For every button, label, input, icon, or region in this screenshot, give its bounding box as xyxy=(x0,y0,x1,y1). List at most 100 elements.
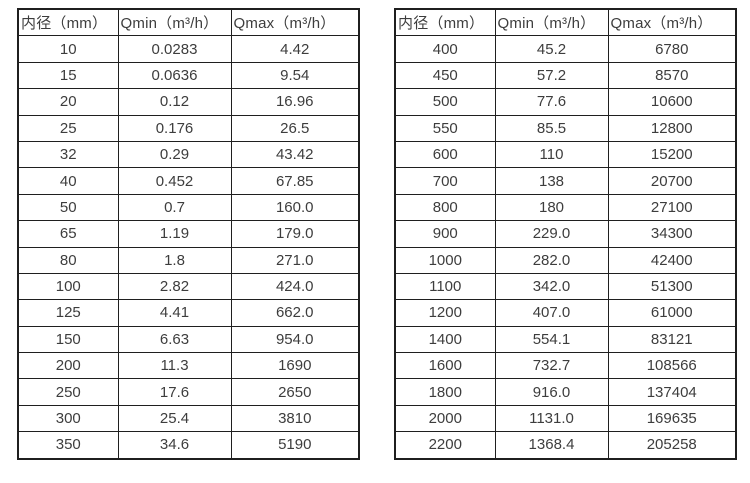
diameter-cell: 40 xyxy=(17,167,119,195)
qmax-cell: 1690 xyxy=(230,352,360,380)
table-row: 25 0.176 26.5 xyxy=(17,114,360,142)
qmin-cell: 1.19 xyxy=(117,220,232,248)
diameter-cell: 50 xyxy=(17,193,119,222)
table-row: 50 0.7 160.0 xyxy=(17,193,360,222)
header-row: 内径（mm） Qmin（m³/h） Qmax（m³/h） xyxy=(394,8,737,37)
qmax-cell: 16.96 xyxy=(230,88,360,116)
diameter-cell: 400 xyxy=(394,35,496,63)
diameter-cell: 500 xyxy=(394,88,496,116)
diameter-cell: 550 xyxy=(394,114,496,142)
table-row: 800 180 27100 xyxy=(394,193,737,222)
qmin-cell: 45.2 xyxy=(494,35,609,63)
qmin-cell: 4.41 xyxy=(117,299,232,327)
diameter-cell: 32 xyxy=(17,140,119,169)
qmin-cell: 138 xyxy=(494,167,609,195)
diameter-cell: 350 xyxy=(17,431,119,460)
table-row: 1800 916.0 137404 xyxy=(394,378,737,406)
qmax-cell: 67.85 xyxy=(230,167,360,195)
qmax-cell: 27100 xyxy=(607,193,737,222)
qmax-cell: 83121 xyxy=(607,325,737,354)
qmax-cell: 12800 xyxy=(607,114,737,142)
qmin-cell: 77.6 xyxy=(494,88,609,116)
table-row: 32 0.29 43.42 xyxy=(17,140,360,169)
qmin-cell: 916.0 xyxy=(494,378,609,406)
qmin-cell: 554.1 xyxy=(494,325,609,354)
table-row: 2000 1131.0 169635 xyxy=(394,404,737,433)
qmax-cell: 51300 xyxy=(607,272,737,301)
diameter-cell: 600 xyxy=(394,140,496,169)
qmin-cell: 25.4 xyxy=(117,404,232,433)
diameter-cell: 2000 xyxy=(394,404,496,433)
qmax-cell: 179.0 xyxy=(230,220,360,248)
qmax-cell: 42400 xyxy=(607,246,737,274)
qmax-cell: 160.0 xyxy=(230,193,360,222)
qmax-cell: 662.0 xyxy=(230,299,360,327)
qmin-cell: 0.0636 xyxy=(117,61,232,90)
qmax-cell: 271.0 xyxy=(230,246,360,274)
diameter-cell: 300 xyxy=(17,404,119,433)
qmin-cell: 110 xyxy=(494,140,609,169)
column-header-qmax: Qmax（m³/h） xyxy=(230,8,360,37)
table-row: 80 1.8 271.0 xyxy=(17,246,360,274)
column-header-qmin: Qmin（m³/h） xyxy=(117,8,232,37)
spec-tables-container: 内径（mm） Qmin（m³/h） Qmax（m³/h） 10 0.0283 4.42 15… xyxy=(17,8,737,460)
table-row: 10 0.0283 4.42 xyxy=(17,35,360,63)
qmax-cell: 954.0 xyxy=(230,325,360,354)
diameter-cell: 20 xyxy=(17,88,119,116)
diameter-cell: 200 xyxy=(17,352,119,380)
table-row: 550 85.5 12800 xyxy=(394,114,737,142)
diameter-cell: 15 xyxy=(17,61,119,90)
table-row: 40 0.452 67.85 xyxy=(17,167,360,195)
qmax-cell: 34300 xyxy=(607,220,737,248)
qmax-cell: 137404 xyxy=(607,378,737,406)
table-row: 150 6.63 954.0 xyxy=(17,325,360,354)
table-row: 900 229.0 34300 xyxy=(394,220,737,248)
table-row: 350 34.6 5190 xyxy=(17,431,360,460)
qmin-cell: 0.176 xyxy=(117,114,232,142)
qmin-cell: 1131.0 xyxy=(494,404,609,433)
qmin-cell: 1368.4 xyxy=(494,431,609,460)
diameter-cell: 25 xyxy=(17,114,119,142)
column-header-qmin: Qmin（m³/h） xyxy=(494,8,609,37)
diameter-cell: 80 xyxy=(17,246,119,274)
qmin-cell: 732.7 xyxy=(494,352,609,380)
column-header-qmax: Qmax（m³/h） xyxy=(607,8,737,37)
diameter-cell: 65 xyxy=(17,220,119,248)
qmax-cell: 20700 xyxy=(607,167,737,195)
qmin-cell: 0.29 xyxy=(117,140,232,169)
flow-spec-table-small-diameters: 内径（mm） Qmin（m³/h） Qmax（m³/h） 10 0.0283 4.42 15… xyxy=(17,8,360,460)
qmin-cell: 34.6 xyxy=(117,431,232,460)
qmax-cell: 26.5 xyxy=(230,114,360,142)
table-row: 1100 342.0 51300 xyxy=(394,272,737,301)
table-row: 1400 554.1 83121 xyxy=(394,325,737,354)
table-row: 100 2.82 424.0 xyxy=(17,272,360,301)
diameter-cell: 1600 xyxy=(394,352,496,380)
qmin-cell: 0.452 xyxy=(117,167,232,195)
qmax-cell: 169635 xyxy=(607,404,737,433)
column-header-diameter: 内径（mm） xyxy=(17,8,119,37)
table-row: 250 17.6 2650 xyxy=(17,378,360,406)
table-row: 125 4.41 662.0 xyxy=(17,299,360,327)
diameter-cell: 1000 xyxy=(394,246,496,274)
qmin-cell: 11.3 xyxy=(117,352,232,380)
qmax-cell: 6780 xyxy=(607,35,737,63)
qmin-cell: 229.0 xyxy=(494,220,609,248)
diameter-cell: 900 xyxy=(394,220,496,248)
qmin-cell: 0.7 xyxy=(117,193,232,222)
qmin-cell: 1.8 xyxy=(117,246,232,274)
diameter-cell: 125 xyxy=(17,299,119,327)
qmin-cell: 0.0283 xyxy=(117,35,232,63)
diameter-cell: 2200 xyxy=(394,431,496,460)
qmax-cell: 8570 xyxy=(607,61,737,90)
diameter-cell: 700 xyxy=(394,167,496,195)
table-row: 450 57.2 8570 xyxy=(394,61,737,90)
diameter-cell: 450 xyxy=(394,61,496,90)
diameter-cell: 1800 xyxy=(394,378,496,406)
qmax-cell: 4.42 xyxy=(230,35,360,63)
table-row: 65 1.19 179.0 xyxy=(17,220,360,248)
table-row: 500 77.6 10600 xyxy=(394,88,737,116)
qmax-cell: 5190 xyxy=(230,431,360,460)
qmax-cell: 424.0 xyxy=(230,272,360,301)
diameter-cell: 1100 xyxy=(394,272,496,301)
qmax-cell: 61000 xyxy=(607,299,737,327)
